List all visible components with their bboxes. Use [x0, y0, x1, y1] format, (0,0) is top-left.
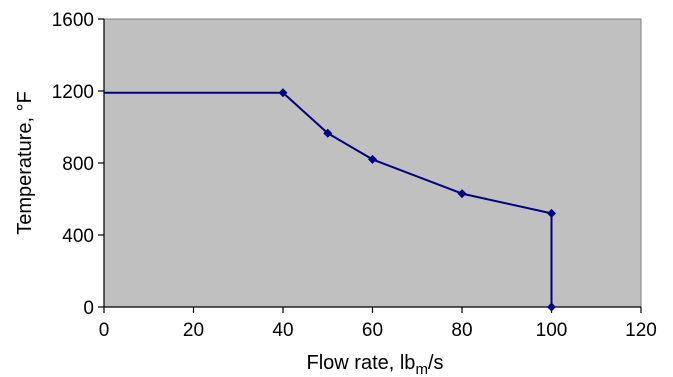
y-tick-label: 1200	[52, 82, 94, 103]
data-point-marker	[323, 128, 333, 138]
x-tick-label: 60	[362, 320, 383, 341]
series-group	[104, 88, 556, 312]
x-tick-label: 0	[99, 320, 110, 341]
data-point-marker	[278, 88, 288, 98]
x-tick-label: 100	[536, 320, 568, 341]
y-tick-label: 800	[62, 154, 94, 175]
data-point-marker	[457, 189, 467, 199]
data-point-marker	[368, 154, 377, 164]
tick-labels: 0 400 800 1200 1600 0 20 40 60 80 100 120	[52, 10, 657, 341]
x-tick-label: 80	[451, 320, 472, 341]
x-tick-label: 120	[625, 320, 657, 341]
x-tick-label: 20	[183, 320, 204, 341]
y-axis-title: Temperature, °F	[14, 91, 36, 235]
data-point-marker	[547, 302, 556, 312]
y-tick-label: 0	[83, 298, 94, 319]
x-axis-title: Flow rate, lbm/s	[307, 352, 444, 377]
x-axis-title-tail: /s	[428, 352, 444, 374]
data-point-marker	[547, 208, 556, 218]
y-tick-label: 1600	[52, 10, 94, 31]
x-tick-label: 40	[272, 320, 293, 341]
y-tick-label: 400	[62, 226, 94, 247]
x-axis-title-sub: m	[415, 361, 428, 377]
x-axis-title-main: Flow rate, lb	[307, 352, 416, 374]
